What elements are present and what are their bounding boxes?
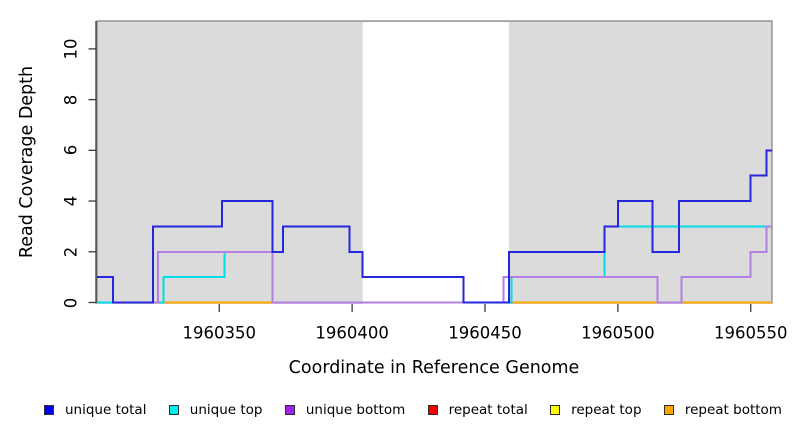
legend-label: unique total	[65, 402, 147, 418]
legend-label: repeat top	[571, 402, 642, 418]
legend-swatch-repeat-top-icon	[550, 405, 561, 415]
legend: unique total unique top unique bottom re…	[44, 396, 782, 424]
legend-item-repeat-top: repeat top	[550, 402, 642, 418]
plot-gap-region	[362, 22, 509, 306]
legend-label: repeat total	[448, 402, 528, 418]
legend-item-repeat-bottom: repeat bottom	[663, 402, 782, 418]
plot-canvas	[88, 20, 773, 312]
legend-item-unique-total: unique total	[44, 402, 146, 418]
series-unique-total	[97, 149, 772, 304]
legend-swatch-repeat-total-icon	[427, 405, 438, 415]
legend-item-repeat-total: repeat total	[427, 402, 528, 418]
legend-swatch-repeat-bottom-icon	[663, 405, 674, 415]
legend-label: repeat bottom	[684, 402, 782, 418]
legend-item-unique-top: unique top	[168, 402, 263, 418]
coverage-chart: Read Coverage Depth Coordinate in Refere…	[17, 20, 787, 378]
legend-item-unique-bottom: unique bottom	[284, 402, 406, 418]
legend-label: unique top	[189, 402, 263, 418]
legend-swatch-unique-total-icon	[44, 405, 54, 415]
legend-label: unique bottom	[305, 402, 406, 418]
legend-swatch-unique-bottom-icon	[284, 405, 295, 415]
legend-swatch-unique-top-icon	[168, 405, 179, 415]
